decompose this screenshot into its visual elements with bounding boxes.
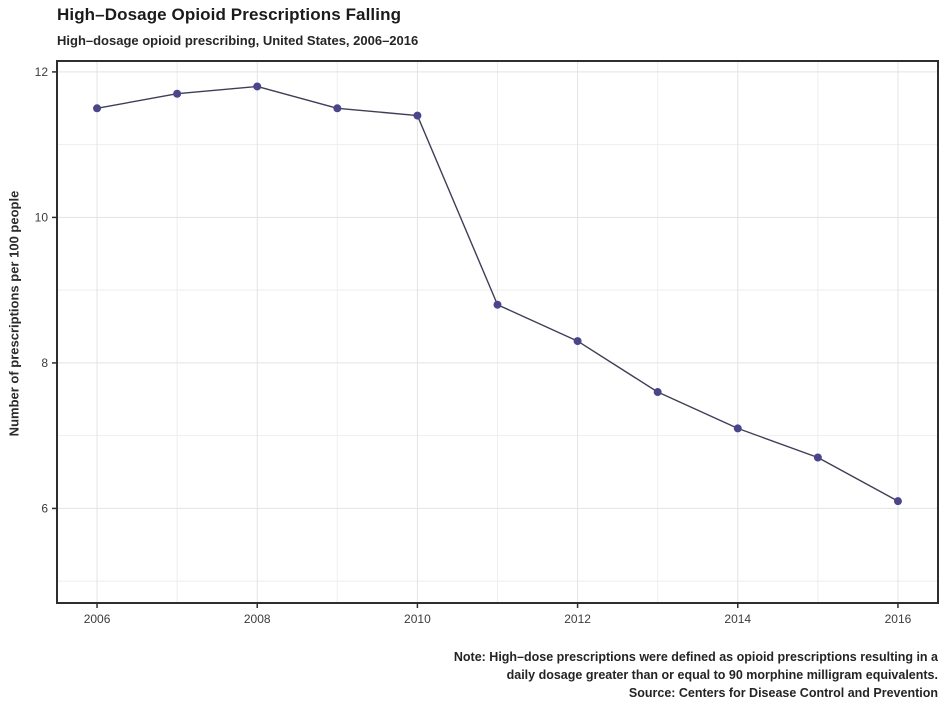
y-tick-label: 8 — [41, 356, 48, 370]
data-point — [173, 89, 182, 98]
x-tick-label: 2014 — [724, 612, 751, 626]
data-point — [493, 300, 502, 309]
y-tick-label: 10 — [35, 210, 49, 224]
footnote-source: Source: Centers for Disease Control and … — [628, 686, 938, 700]
chart-title: High–Dosage Opioid Prescriptions Falling — [57, 5, 402, 24]
chart-subtitle: High–dosage opioid prescribing, United S… — [57, 33, 419, 48]
footnote-line-1: Note: High–dose prescriptions were defin… — [453, 650, 938, 664]
data-point — [653, 388, 662, 397]
x-tick-label: 2008 — [244, 612, 271, 626]
x-tick-label: 2012 — [564, 612, 591, 626]
x-tick-label: 2010 — [404, 612, 431, 626]
y-tick-label: 12 — [35, 65, 49, 79]
x-tick-label: 2016 — [885, 612, 912, 626]
data-point — [93, 104, 102, 113]
data-point — [813, 453, 822, 462]
x-tick-label: 2006 — [84, 612, 111, 626]
data-point — [893, 497, 902, 506]
footnote-block: Note: High–dose prescriptions were defin… — [238, 648, 938, 702]
data-point — [253, 82, 262, 91]
y-tick-label: 6 — [41, 501, 48, 515]
plot-frame — [56, 60, 939, 604]
footnote-line-2: daily dosage greater than or equal to 90… — [506, 668, 938, 682]
data-point — [573, 337, 582, 346]
data-point — [733, 424, 742, 433]
data-point — [333, 104, 342, 113]
data-point — [413, 111, 422, 120]
